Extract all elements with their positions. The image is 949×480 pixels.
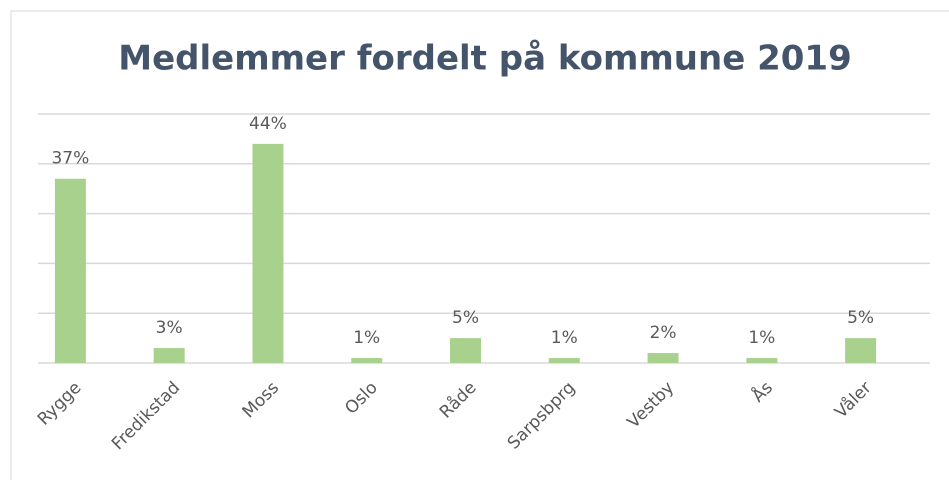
- bar: [746, 358, 778, 363]
- data-label: 1%: [353, 328, 380, 348]
- data-label: 37%: [51, 149, 89, 169]
- bar: [548, 358, 580, 363]
- chart-title: Medlemmer fordelt på kommune 2019: [118, 39, 852, 79]
- chart-border: [10, 10, 949, 480]
- bar: [54, 178, 86, 363]
- data-label: 1%: [748, 328, 775, 348]
- bar: [252, 143, 284, 363]
- data-label: 5%: [847, 308, 874, 328]
- data-label: 44%: [249, 114, 287, 134]
- data-label: 5%: [452, 308, 479, 328]
- data-label: 2%: [650, 323, 677, 343]
- bar: [647, 353, 679, 363]
- bar: [153, 348, 185, 363]
- bar: [351, 358, 383, 363]
- data-label: 1%: [551, 328, 578, 348]
- data-label: 3%: [156, 318, 183, 338]
- bar: [450, 338, 481, 363]
- bar: [845, 338, 877, 363]
